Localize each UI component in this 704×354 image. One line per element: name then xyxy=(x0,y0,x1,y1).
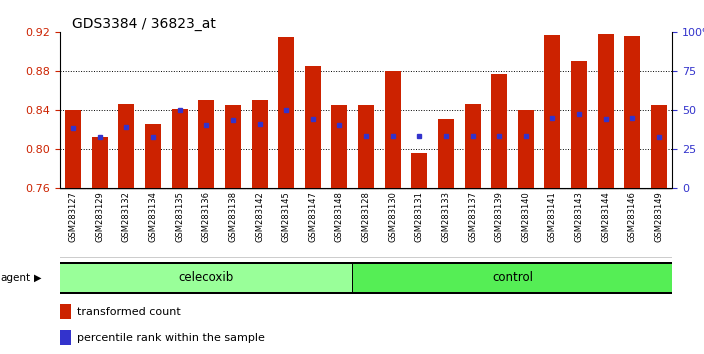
Text: GSM283136: GSM283136 xyxy=(202,191,210,242)
Text: GSM283137: GSM283137 xyxy=(468,191,477,242)
Bar xyxy=(624,36,641,188)
Bar xyxy=(544,35,560,188)
Bar xyxy=(225,105,241,188)
Bar xyxy=(92,137,108,188)
Text: transformed count: transformed count xyxy=(77,307,181,317)
Bar xyxy=(145,124,161,188)
Text: GSM283148: GSM283148 xyxy=(335,191,344,242)
Text: GSM283143: GSM283143 xyxy=(574,191,584,242)
Bar xyxy=(172,109,188,188)
Text: percentile rank within the sample: percentile rank within the sample xyxy=(77,333,265,343)
Text: GSM283130: GSM283130 xyxy=(388,191,397,242)
Text: ▶: ▶ xyxy=(34,273,42,283)
Text: GSM283140: GSM283140 xyxy=(522,191,530,242)
Text: GDS3384 / 36823_at: GDS3384 / 36823_at xyxy=(72,17,216,31)
Text: GSM283131: GSM283131 xyxy=(415,191,424,242)
Bar xyxy=(465,104,481,188)
Bar xyxy=(61,263,352,292)
Bar xyxy=(571,61,587,188)
Bar xyxy=(118,104,134,188)
Bar xyxy=(305,66,321,188)
Bar xyxy=(518,110,534,188)
Bar xyxy=(65,110,81,188)
Text: GSM283138: GSM283138 xyxy=(228,191,237,242)
Bar xyxy=(278,37,294,188)
Text: GSM283127: GSM283127 xyxy=(69,191,77,242)
Text: GSM283133: GSM283133 xyxy=(441,191,451,242)
Text: GSM283134: GSM283134 xyxy=(149,191,158,242)
Text: GSM283135: GSM283135 xyxy=(175,191,184,242)
Text: GSM283132: GSM283132 xyxy=(122,191,131,242)
Text: GSM283144: GSM283144 xyxy=(601,191,610,242)
Text: GSM283146: GSM283146 xyxy=(628,191,637,242)
Bar xyxy=(411,153,427,188)
Text: control: control xyxy=(492,272,533,284)
Text: celecoxib: celecoxib xyxy=(179,272,234,284)
Bar xyxy=(491,74,507,188)
Bar xyxy=(438,120,454,188)
Text: GSM283145: GSM283145 xyxy=(282,191,291,242)
Text: GSM283147: GSM283147 xyxy=(308,191,318,242)
Text: GSM283142: GSM283142 xyxy=(255,191,264,242)
Bar xyxy=(60,304,71,319)
Bar xyxy=(358,105,374,188)
Bar xyxy=(598,34,614,188)
Bar xyxy=(199,100,214,188)
Text: GSM283141: GSM283141 xyxy=(548,191,557,242)
Text: GSM283129: GSM283129 xyxy=(95,191,104,242)
Bar xyxy=(384,71,401,188)
Text: GSM283139: GSM283139 xyxy=(495,191,504,242)
Bar xyxy=(60,330,71,345)
Bar xyxy=(251,100,268,188)
Text: GSM283128: GSM283128 xyxy=(362,191,370,242)
Bar xyxy=(651,105,667,188)
Text: GSM283149: GSM283149 xyxy=(655,191,663,242)
Bar xyxy=(332,105,348,188)
Text: agent: agent xyxy=(1,273,31,283)
Bar xyxy=(353,263,672,292)
